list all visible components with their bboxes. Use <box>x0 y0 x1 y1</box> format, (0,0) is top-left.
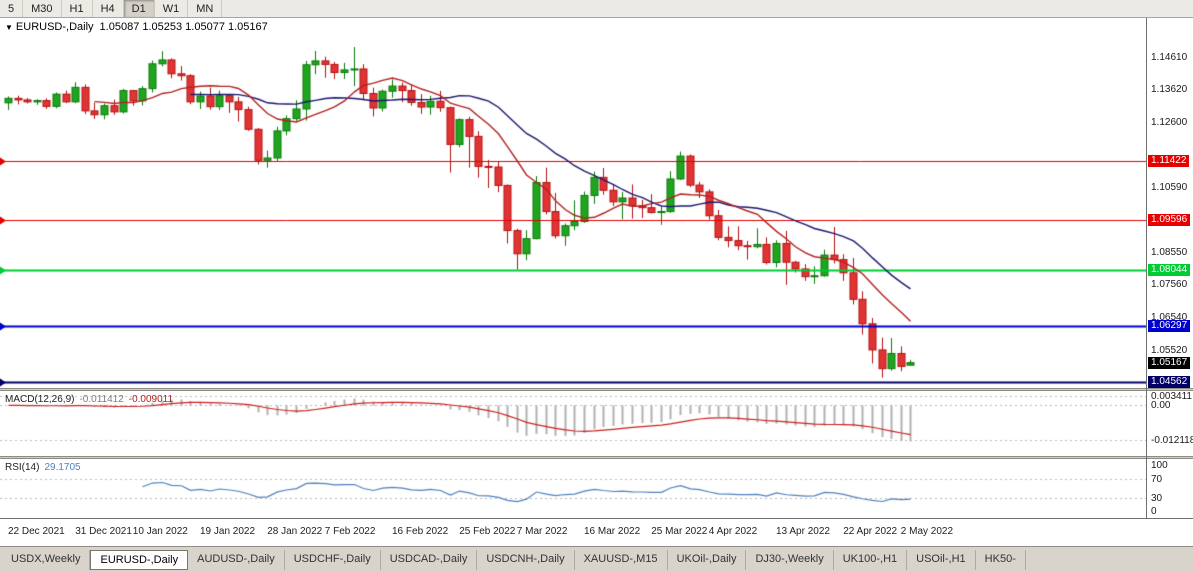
chart-tab-usdchf-daily[interactable]: USDCHF-,Daily <box>285 549 381 570</box>
macd-signal-value: -0.009011 <box>128 394 174 405</box>
price-axis: 1.14610 1.13620 1.12600 1.10590 1.08550 1.075… <box>1147 18 1193 389</box>
macd-label: MACD(12,26,9) -0.011412 -0.009011 <box>5 394 173 405</box>
price-axis-label: 1.13620 <box>1151 83 1188 95</box>
price-line-badge: 1.11422 <box>1148 154 1190 167</box>
price-axis-label: 1.07560 <box>1151 279 1188 291</box>
price-axis-label: 1.10590 <box>1151 181 1188 193</box>
rsi-axis-label: 70 <box>1151 473 1163 485</box>
chart-tab-bar: USDX,Weekly EURUSD-,Daily AUDUSD-,Daily USD… <box>0 546 1193 572</box>
chart-title: ▼ EURUSD-,Daily 1.05087 1.05253 1.05077 1.… <box>5 21 268 33</box>
date-axis-label: 31 Dec 2021 <box>75 526 132 537</box>
date-axis-label: 22 Dec 2021 <box>8 526 65 537</box>
date-axis-label: 25 Feb 2022 <box>459 526 516 537</box>
date-axis: 22 Dec 2021 31 Dec 2021 10 Jan 2022 19 Jan … <box>0 518 1193 546</box>
price-line-badge: 1.04562 <box>1148 376 1191 389</box>
price-axis-label: 1.06540 <box>1151 312 1188 324</box>
current-price-badge: 1.05167 <box>1148 356 1191 369</box>
ohlc-values: 1.05087 1.05253 1.05077 1.05167 <box>99 21 268 33</box>
chart-tab-audusd-daily[interactable]: AUDUSD-,Daily <box>188 549 285 570</box>
macd-axis-label: 0.00 <box>1151 400 1171 412</box>
timeframe-button-h4[interactable]: H4 <box>93 0 124 17</box>
macd-axis-label: -0.012118 <box>1151 435 1193 447</box>
chart-tab-usdcnh-daily[interactable]: USDCNH-,Daily <box>477 549 575 570</box>
price-axis-label: 1.05520 <box>1151 345 1188 357</box>
date-axis-label: 19 Jan 2022 <box>200 526 256 537</box>
price-line-badge: 1.09596 <box>1148 213 1191 226</box>
date-axis-label: 13 Apr 2022 <box>776 526 830 537</box>
chart-tab-ukoil-daily[interactable]: UKOil-,Daily <box>668 549 747 570</box>
chart-tab-hk50[interactable]: HK50- <box>976 549 1026 570</box>
price-axis-divider <box>1146 18 1147 518</box>
rsi-axis-label: 0 <box>1151 506 1157 517</box>
panel-separator[interactable] <box>0 388 1193 391</box>
chart-tab-usoil-h1[interactable]: USOil-,H1 <box>907 549 976 570</box>
rsi-axis-label: 30 <box>1151 493 1163 505</box>
chart-window: ▼ EURUSD-,Daily 1.05087 1.05253 1.05077 1.… <box>0 18 1193 546</box>
date-axis-label: 16 Mar 2022 <box>584 526 641 537</box>
price-axis-label: 1.08550 <box>1151 247 1188 259</box>
rsi-value: 29.1705 <box>44 462 81 473</box>
macd-axis: 0.003411 0.00 -0.012118 <box>1147 391 1193 456</box>
price-line-badge: 1.08044 <box>1148 263 1191 276</box>
macd-name: MACD(12,26,9) <box>5 394 75 405</box>
chart-tab-usdx-weekly[interactable]: USDX,Weekly <box>2 549 91 570</box>
macd-axis-label: 0.003411 <box>1151 390 1192 402</box>
date-axis-label: 2 May 2022 <box>900 526 954 537</box>
chart-tab-usdcad-daily[interactable]: USDCAD-,Daily <box>381 549 478 570</box>
rsi-label: RSI(14) 29.1705 <box>5 462 81 473</box>
date-axis-label: 28 Jan 2022 <box>267 526 323 537</box>
date-axis-label: 22 Apr 2022 <box>843 526 898 537</box>
timeframe-button-m30[interactable]: M30 <box>23 0 62 17</box>
date-axis-label: 7 Mar 2022 <box>516 526 568 537</box>
rsi-indicator-chart[interactable] <box>0 459 1146 518</box>
date-axis-label: 7 Feb 2022 <box>324 526 376 537</box>
rsi-name: RSI(14) <box>5 462 40 473</box>
panel-separator[interactable] <box>0 456 1193 459</box>
price-axis-label: 1.12600 <box>1151 116 1188 128</box>
timeframe-toolbar: 5 M30 H1 H4 D1 W1 MN <box>0 0 1193 18</box>
candlestick-chart[interactable] <box>0 18 1146 388</box>
date-axis-label: 25 Mar 2022 <box>651 526 708 537</box>
chart-tab-dj30-weekly[interactable]: DJ30-,Weekly <box>746 549 834 570</box>
price-line-badge: 1.06297 <box>1148 320 1191 333</box>
symbol-period-label: EURUSD-,Daily <box>15 21 94 33</box>
date-axis-label: 16 Feb 2022 <box>392 526 449 537</box>
chart-tab-xauusd-m15[interactable]: XAUUSD-,M15 <box>575 549 668 570</box>
timeframe-button-d1[interactable]: D1 <box>123 0 155 17</box>
timeframe-button-w1[interactable]: W1 <box>155 0 189 17</box>
rsi-axis-label: 100 <box>1151 459 1168 471</box>
timeframe-button-mn[interactable]: MN <box>188 0 223 17</box>
macd-indicator-chart[interactable] <box>0 391 1146 456</box>
date-axis-label: 10 Jan 2022 <box>132 526 188 537</box>
chart-tab-uk100-h1[interactable]: UK100-,H1 <box>834 549 908 570</box>
symbol-dropdown-icon[interactable]: ▼ <box>5 23 13 32</box>
chart-tab-eurusd-daily[interactable]: EURUSD-,Daily <box>90 549 189 570</box>
macd-main-value: -0.011412 <box>79 394 124 405</box>
timeframe-button-h1[interactable]: H1 <box>62 0 93 17</box>
timeframe-button-5[interactable]: 5 <box>0 0 24 17</box>
rsi-axis: 100 70 30 0 <box>1147 459 1193 518</box>
date-axis-label: 4 Apr 2022 <box>708 526 758 537</box>
price-axis-label: 1.14610 <box>1151 52 1188 63</box>
